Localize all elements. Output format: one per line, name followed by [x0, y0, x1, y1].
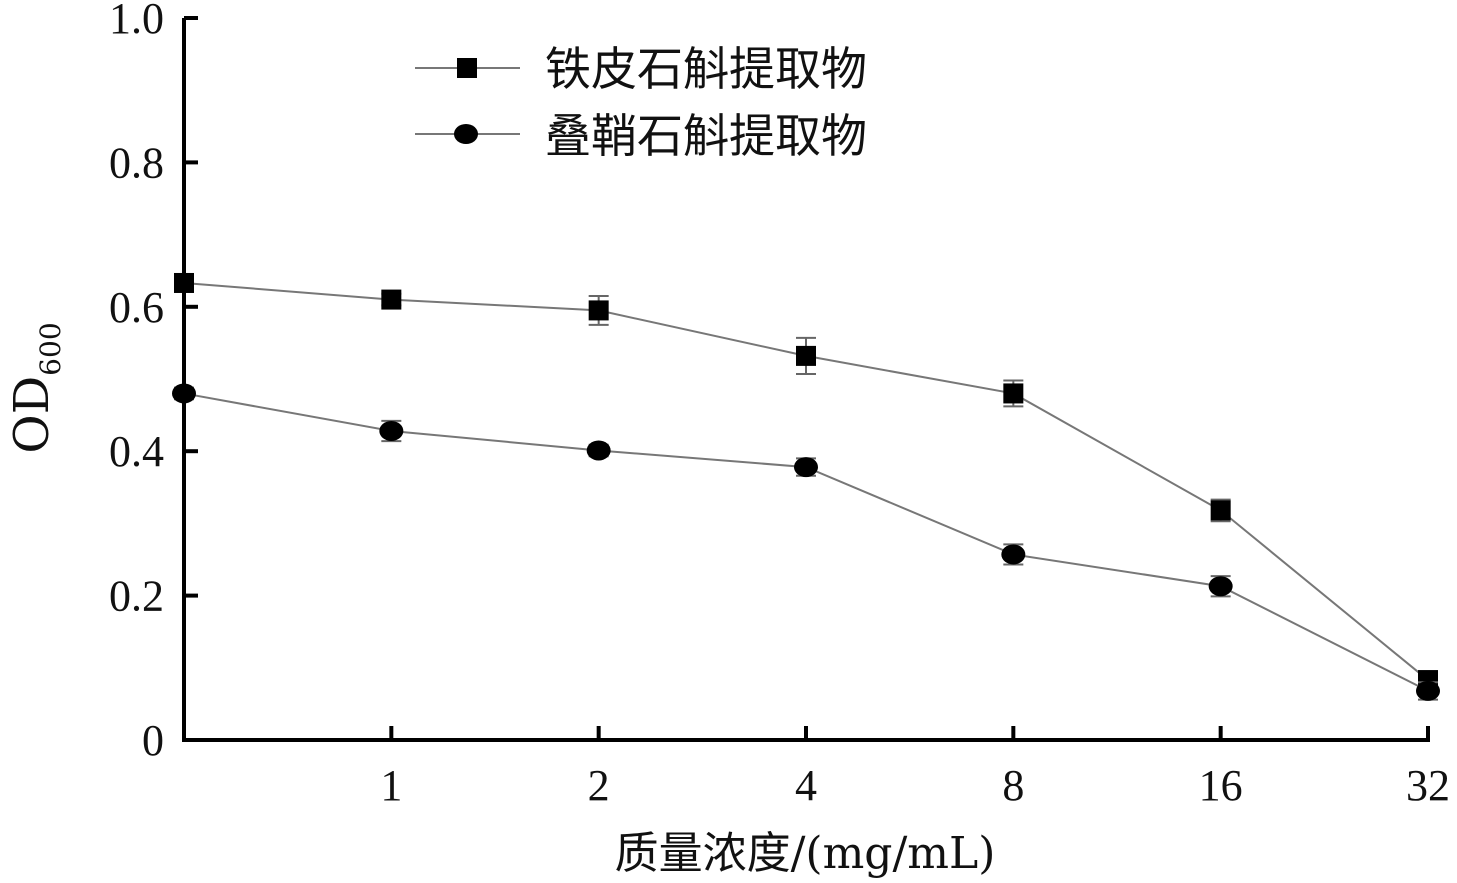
data-point-square — [381, 289, 402, 310]
data-point-circle — [586, 440, 611, 461]
data-point-square — [588, 300, 609, 321]
x-tick-label: 8 — [1002, 761, 1024, 810]
x-tick-label: 16 — [1199, 761, 1243, 810]
x-tick-label: 32 — [1406, 761, 1450, 810]
y-axis-title: OD600 — [4, 322, 67, 453]
data-point-square — [796, 345, 816, 366]
y-tick-label: 0.4 — [109, 427, 164, 476]
data-series — [172, 272, 1440, 701]
y-axis: 0 0.2 0.4 0.6 0.8 1.0 — [109, 0, 198, 765]
data-point-square — [174, 272, 194, 293]
y-axis-title-main: OD — [4, 376, 60, 454]
x-tick-label: 4 — [795, 761, 817, 810]
data-point-circle — [379, 420, 404, 441]
data-point-circle — [1416, 680, 1440, 701]
data-point-square — [1003, 383, 1024, 404]
y-tick-label: 0 — [142, 716, 164, 765]
legend: 铁皮石斛提取物 叠鞘石斛提取物 — [415, 42, 867, 163]
data-point-square — [1210, 500, 1231, 521]
legend-marker-circle — [454, 124, 478, 144]
y-tick-label: 0.2 — [109, 572, 164, 621]
legend-label-series-1: 铁皮石斛提取物 — [545, 42, 867, 96]
data-point-circle — [794, 457, 818, 478]
x-axis-title: 质量浓度/(mg/mL) — [615, 828, 996, 879]
legend-marker-square — [457, 58, 477, 78]
y-tick-label: 0.8 — [109, 138, 164, 187]
legend-label-series-2: 叠鞘石斛提取物 — [545, 109, 867, 163]
data-point-circle — [1208, 576, 1233, 597]
data-point-circle — [172, 383, 196, 404]
x-tick-label: 1 — [380, 761, 402, 810]
data-point-circle — [1001, 544, 1026, 565]
y-tick-label: 0.6 — [109, 283, 164, 332]
x-axis: 1 2 4 8 16 32 — [182, 726, 1450, 810]
x-tick-label: 2 — [588, 761, 610, 810]
y-axis-title-subscript: 600 — [34, 322, 67, 375]
series-line-2 — [183, 392, 1429, 692]
y-tick-label: 1.0 — [109, 0, 164, 43]
